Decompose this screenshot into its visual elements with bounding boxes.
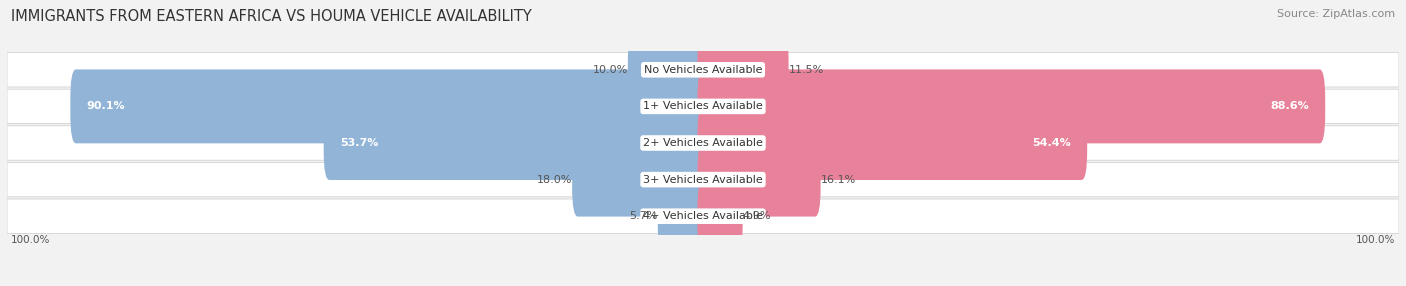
FancyBboxPatch shape xyxy=(7,53,1399,87)
Text: 88.6%: 88.6% xyxy=(1271,102,1309,111)
FancyBboxPatch shape xyxy=(7,126,1399,160)
Text: 11.5%: 11.5% xyxy=(789,65,824,75)
FancyBboxPatch shape xyxy=(572,143,709,217)
Text: IMMIGRANTS FROM EASTERN AFRICA VS HOUMA VEHICLE AVAILABILITY: IMMIGRANTS FROM EASTERN AFRICA VS HOUMA … xyxy=(11,9,531,23)
FancyBboxPatch shape xyxy=(697,106,1087,180)
Text: 1+ Vehicles Available: 1+ Vehicles Available xyxy=(643,102,763,111)
FancyBboxPatch shape xyxy=(7,162,1399,197)
Text: 4+ Vehicles Available: 4+ Vehicles Available xyxy=(643,211,763,221)
Text: 10.0%: 10.0% xyxy=(592,65,628,75)
FancyBboxPatch shape xyxy=(697,69,1326,143)
Text: 100.0%: 100.0% xyxy=(10,235,49,245)
FancyBboxPatch shape xyxy=(697,179,742,253)
Text: 16.1%: 16.1% xyxy=(821,175,856,184)
FancyBboxPatch shape xyxy=(70,69,709,143)
FancyBboxPatch shape xyxy=(628,33,709,107)
FancyBboxPatch shape xyxy=(697,143,821,217)
Text: 2+ Vehicles Available: 2+ Vehicles Available xyxy=(643,138,763,148)
FancyBboxPatch shape xyxy=(7,89,1399,124)
Text: 5.7%: 5.7% xyxy=(630,211,658,221)
Text: 54.4%: 54.4% xyxy=(1032,138,1071,148)
Text: No Vehicles Available: No Vehicles Available xyxy=(644,65,762,75)
Text: 90.1%: 90.1% xyxy=(86,102,125,111)
Text: 3+ Vehicles Available: 3+ Vehicles Available xyxy=(643,175,763,184)
Text: 4.9%: 4.9% xyxy=(742,211,770,221)
FancyBboxPatch shape xyxy=(658,179,709,253)
FancyBboxPatch shape xyxy=(323,106,709,180)
Text: 18.0%: 18.0% xyxy=(537,175,572,184)
FancyBboxPatch shape xyxy=(7,199,1399,233)
Text: 53.7%: 53.7% xyxy=(340,138,378,148)
Text: 100.0%: 100.0% xyxy=(1357,235,1396,245)
FancyBboxPatch shape xyxy=(697,33,789,107)
Text: Source: ZipAtlas.com: Source: ZipAtlas.com xyxy=(1277,9,1395,19)
